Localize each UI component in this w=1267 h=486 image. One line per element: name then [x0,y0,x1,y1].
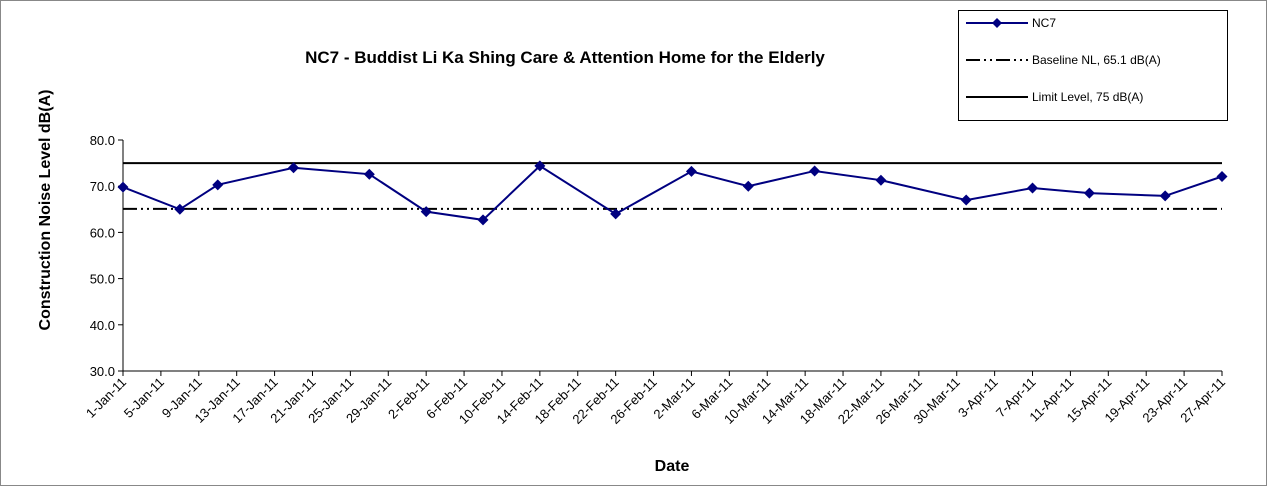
data-point [174,203,186,215]
y-tick-label: 70.0 [90,179,115,194]
data-point [288,162,300,174]
data-point [1159,190,1171,202]
data-point [477,214,489,226]
legend-label: NC7 [1032,16,1056,30]
legend-marker [992,18,1002,28]
data-point [117,181,129,193]
data-point [742,180,754,192]
data-point [685,165,697,177]
chart-title: NC7 - Buddist Li Ka Shing Care & Attenti… [305,48,825,67]
series-line [122,164,1223,221]
legend-label: Baseline NL, 65.1 dB(A) [1032,53,1161,67]
y-tick-label: 50.0 [90,272,115,287]
y-tick-label: 30.0 [90,364,115,379]
legend-box [958,10,1228,121]
data-point [809,165,821,177]
y-tick-label: 40.0 [90,318,115,333]
y-tick-label: 60.0 [90,225,115,240]
data-point [610,208,622,220]
data-point [960,194,972,206]
data-point [1027,182,1039,194]
x-axis-title: Date [655,458,690,475]
y-axis-title: Construction Noise Level dB(A) [37,90,54,331]
data-point [1083,187,1095,199]
y-tick-label: 80.0 [90,133,115,148]
data-point [875,174,887,186]
data-point [1216,170,1228,182]
data-point [420,206,432,218]
data-point [212,179,224,191]
legend-label: Limit Level, 75 dB(A) [1032,90,1143,104]
data-point [363,168,375,180]
data-point [534,160,546,172]
